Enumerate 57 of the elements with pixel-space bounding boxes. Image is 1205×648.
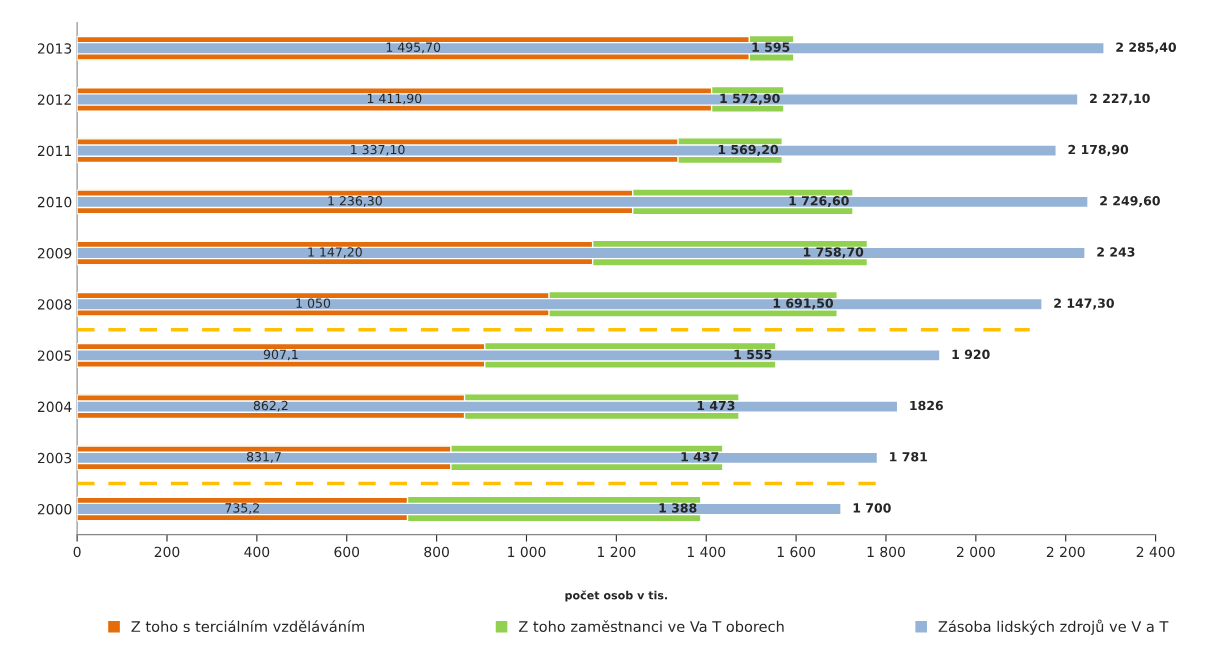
- data-label: 2 249,60: [1100, 196, 1160, 208]
- x-tick-label: 600: [334, 546, 360, 558]
- legend-label: Z toho zaměstnanci ve Va T oborech: [518, 620, 784, 633]
- x-tick-label: 1 200: [598, 546, 636, 558]
- data-label: 907,1: [263, 349, 298, 361]
- x-axis-title: počet osob v tis.: [565, 590, 668, 602]
- x-tick-label: 0: [73, 546, 81, 558]
- x-tick-label: 1 600: [777, 546, 816, 558]
- y-tick-label: 2012: [37, 94, 71, 105]
- data-label: 1 473: [697, 400, 735, 411]
- data-label: 1 920: [952, 349, 990, 360]
- data-label: 1 726,60: [789, 196, 849, 208]
- data-label: 1 388: [659, 503, 697, 513]
- data-label: 2 285,40: [1116, 42, 1177, 54]
- data-label: 2 178,90: [1068, 144, 1129, 156]
- data-label: 1 411,90: [367, 93, 422, 105]
- y-tick-label: 2005: [37, 350, 72, 361]
- data-label: 1 700: [853, 503, 891, 513]
- x-tick-label: 1 800: [867, 546, 905, 558]
- data-label: 1 758,70: [803, 247, 864, 259]
- y-tick-label: 2011: [37, 145, 71, 157]
- data-label: 862,2: [253, 400, 288, 412]
- data-label: 1826: [910, 400, 944, 411]
- data-label: 1 781: [890, 451, 927, 462]
- data-label: 1 572,90: [720, 93, 780, 105]
- x-tick-label: 2 400: [1136, 546, 1175, 558]
- x-tick-label: 400: [244, 546, 270, 558]
- data-label: 1 495,70: [386, 42, 441, 54]
- legend-label: Zásoba lidských zdrojů ve V a T: [938, 619, 1169, 635]
- y-tick-label: 2008: [37, 299, 72, 310]
- data-label: 1 236,30: [328, 196, 382, 207]
- data-label: 1 691,50: [773, 298, 834, 310]
- y-tick-label: 2003: [37, 452, 72, 464]
- x-tick-label: 1 000: [508, 546, 546, 558]
- y-tick-label: 2009: [37, 248, 72, 259]
- data-label: 1 050: [296, 298, 331, 308]
- data-label: 1 569,20: [718, 144, 779, 156]
- y-tick-label: 2010: [37, 196, 72, 208]
- x-tick-label: 800: [424, 546, 449, 558]
- y-tick-label: 2013: [37, 43, 72, 54]
- y-tick-label: 2004: [37, 401, 72, 413]
- data-label: 1 147,20: [308, 247, 362, 258]
- legend-label: Z toho s terciálním vzděláváním: [131, 620, 364, 633]
- data-label: 735,2: [225, 503, 259, 514]
- data-label: 1 595: [752, 42, 790, 52]
- x-tick-label: 2 000: [956, 546, 995, 558]
- data-label: 2 227,10: [1090, 93, 1150, 105]
- y-tick-label: 2000: [37, 503, 72, 515]
- x-tick-label: 2 200: [1046, 546, 1085, 558]
- data-label: 2 243: [1097, 247, 1135, 257]
- data-label: 1 337,10: [351, 144, 405, 156]
- x-tick-label: 1 400: [687, 546, 726, 558]
- data-label: 2 147,30: [1054, 298, 1114, 310]
- data-label: 1 437: [681, 451, 719, 462]
- data-label: 1 555: [734, 349, 772, 360]
- x-tick-label: 200: [154, 546, 180, 558]
- data-label: 831,7: [246, 451, 281, 463]
